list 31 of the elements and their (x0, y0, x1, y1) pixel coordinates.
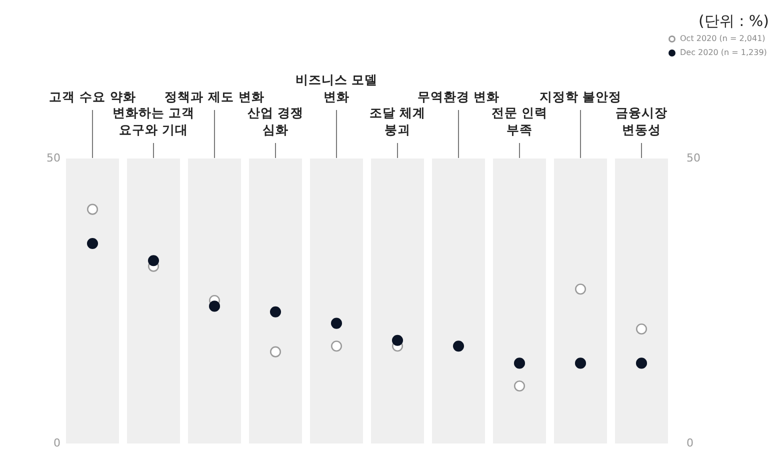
point (86, 238, 98, 250)
point (270, 346, 282, 358)
x-tick-label: 변화하는 고객 요구와 기대 (112, 105, 195, 137)
x-tick-label: 무역환경 변화 (417, 89, 500, 104)
point (86, 204, 98, 215)
x-tick-label: 정책과 제도 변화 (164, 89, 264, 104)
point (148, 255, 160, 266)
y2-tick-label: 50 (686, 152, 700, 164)
x-tick-label: 고객 수요 약화 (49, 89, 136, 104)
point (574, 358, 586, 369)
x-tick-label: 전문 인력 부족 (491, 105, 548, 137)
point (574, 284, 586, 295)
point (330, 318, 342, 329)
legend-label: Oct 2020 (n = 2,041) (680, 34, 766, 43)
point (514, 358, 526, 369)
point (514, 380, 526, 392)
x-tick-label: 지정학 불안정 (539, 89, 622, 104)
point (208, 300, 220, 312)
point (636, 323, 648, 335)
point (270, 306, 282, 318)
x-tick-label: 조달 체계 붕괴 (369, 105, 426, 137)
legend-label: Dec 2020 (n = 1,239) (680, 48, 767, 57)
text: (단위 : %) (698, 12, 769, 30)
point (392, 334, 404, 346)
point (452, 340, 464, 352)
x-tick-label: 산업 경쟁 심화 (247, 105, 304, 137)
y2-tick-label: 0 (686, 436, 694, 450)
x-tick-label: 금융시장 변동성 (616, 105, 668, 137)
x-tick-label: 비즈니스 모델 변화 (295, 72, 378, 104)
point (330, 340, 342, 352)
point (636, 358, 648, 369)
